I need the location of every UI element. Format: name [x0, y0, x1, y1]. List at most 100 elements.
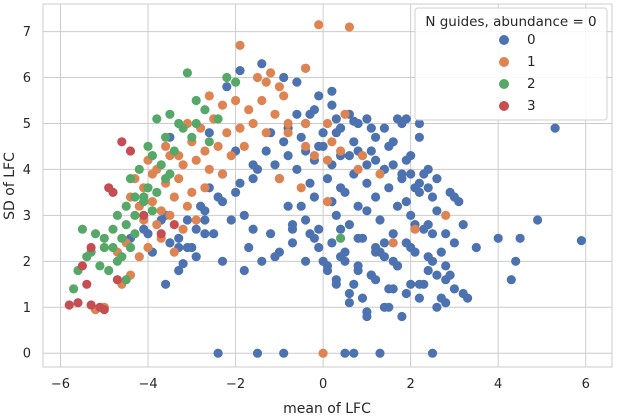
data-point — [414, 118, 424, 129]
data-point — [266, 68, 276, 78]
data-point — [336, 146, 346, 156]
data-point — [182, 201, 192, 211]
data-point — [182, 68, 192, 78]
legend-label: 0 — [527, 32, 536, 48]
data-point — [336, 224, 346, 234]
data-point — [344, 220, 354, 230]
data-point — [248, 224, 258, 234]
plot-frame — [42, 3, 613, 368]
data-point — [423, 265, 433, 276]
data-point — [441, 261, 451, 271]
data-point — [292, 109, 302, 119]
data-point — [353, 164, 363, 174]
data-point — [322, 197, 333, 207]
data-point — [292, 77, 302, 87]
data-point — [222, 82, 232, 92]
data-point — [375, 215, 385, 225]
data-point — [209, 229, 219, 239]
data-point — [274, 174, 284, 184]
data-point — [362, 160, 372, 170]
data-point — [414, 178, 424, 188]
data-point — [336, 233, 346, 243]
data-point — [384, 183, 394, 193]
data-point — [322, 118, 333, 129]
data-point — [371, 192, 381, 202]
legend-label: 2 — [527, 76, 536, 92]
data-point — [449, 192, 459, 202]
data-point — [371, 132, 381, 142]
data-point — [449, 238, 459, 248]
data-point — [200, 146, 210, 156]
data-point — [322, 174, 333, 184]
data-point — [318, 348, 328, 358]
data-point — [353, 233, 363, 243]
series-1 — [90, 20, 451, 358]
legend-marker — [499, 101, 509, 111]
data-point — [384, 284, 394, 294]
data-point — [366, 270, 376, 280]
data-point — [257, 95, 267, 106]
data-point — [191, 224, 201, 234]
data-point — [125, 242, 136, 253]
data-point — [165, 238, 175, 248]
data-point — [493, 233, 503, 243]
data-point — [511, 256, 521, 266]
data-point — [244, 105, 254, 115]
data-point — [191, 252, 201, 262]
data-point — [296, 183, 306, 193]
y-tick-label: 5 — [23, 117, 31, 132]
data-point — [125, 174, 136, 184]
data-point — [515, 233, 525, 243]
data-point — [235, 123, 245, 133]
data-point — [108, 187, 118, 197]
data-point — [108, 242, 118, 253]
data-point — [161, 141, 171, 151]
data-point — [231, 95, 241, 106]
data-point — [252, 164, 263, 174]
data-point — [357, 151, 368, 161]
y-tick-label: 4 — [23, 163, 31, 178]
data-point — [344, 151, 354, 161]
data-point — [344, 22, 354, 32]
data-point — [366, 146, 376, 156]
data-point — [235, 66, 245, 76]
legend: N guides, abundance = 0 0 1 2 3 — [414, 7, 608, 121]
data-point — [392, 201, 403, 211]
series-3 — [64, 137, 179, 315]
data-point — [423, 183, 433, 193]
data-point — [82, 279, 92, 289]
data-point — [458, 220, 468, 230]
data-point — [270, 160, 280, 170]
data-point — [432, 206, 442, 216]
y-tick-label: 7 — [23, 25, 31, 40]
data-point — [261, 77, 271, 87]
data-point — [86, 300, 96, 310]
data-point — [327, 86, 337, 96]
data-point — [406, 279, 416, 289]
data-point — [379, 238, 389, 248]
data-point — [134, 164, 144, 174]
data-point — [121, 220, 131, 230]
data-point — [222, 128, 232, 138]
data-point — [305, 229, 315, 239]
data-point — [161, 174, 171, 184]
data-point — [125, 146, 136, 156]
data-point — [388, 160, 398, 170]
data-point — [191, 215, 201, 225]
data-point — [204, 91, 214, 101]
data-point — [147, 206, 157, 216]
data-point — [331, 275, 341, 285]
data-point — [344, 298, 354, 308]
data-point — [375, 247, 385, 257]
data-point — [283, 128, 293, 138]
data-point — [397, 169, 407, 179]
data-point — [117, 137, 127, 147]
data-point — [147, 151, 157, 161]
data-point — [165, 210, 175, 220]
y-tick-label: 1 — [23, 301, 31, 316]
data-point — [204, 128, 214, 138]
data-point — [296, 201, 306, 211]
data-point — [213, 114, 223, 124]
data-point — [410, 224, 420, 234]
